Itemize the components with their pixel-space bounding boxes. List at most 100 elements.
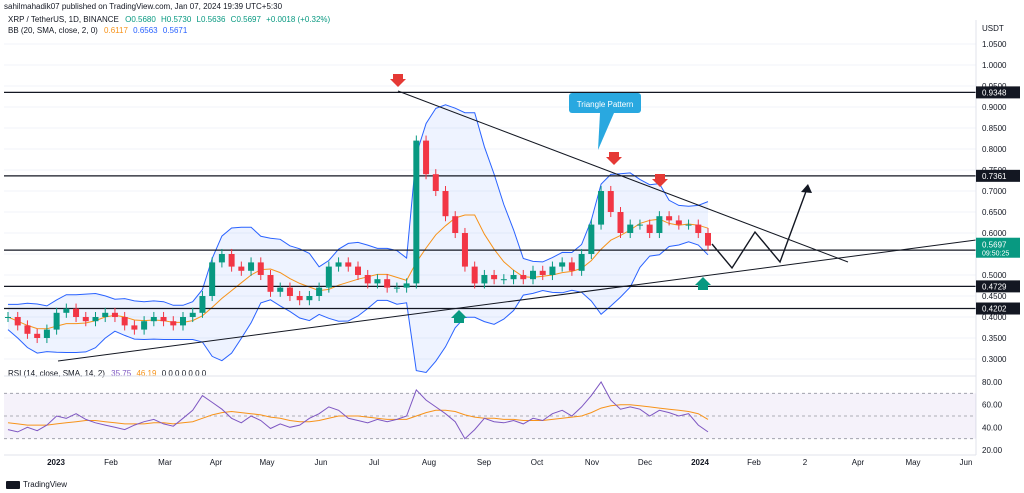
candle-body: [617, 212, 624, 233]
candle-body: [666, 216, 673, 221]
current-price-tag: [976, 237, 1020, 258]
level-price-label: 0.9348: [982, 88, 1007, 97]
candle-body: [461, 233, 468, 267]
candle-body: [277, 287, 284, 292]
level-price-tag: [976, 302, 1020, 315]
callout-label: Triangle Pattern: [577, 100, 634, 109]
close-value: C0.5697: [230, 15, 261, 24]
candle-body: [141, 321, 148, 330]
rsi-tick-label: 60.00: [982, 401, 1003, 410]
candle-body: [656, 216, 663, 233]
candle-body: [5, 317, 11, 318]
level-price-label: 0.7361: [982, 172, 1007, 181]
candle-body: [131, 325, 138, 330]
open-value: O0.5680: [125, 15, 156, 24]
up-arrow-icon: [695, 277, 711, 290]
candle-body: [286, 287, 293, 296]
time-tick-label: Nov: [585, 458, 599, 467]
price-tick-label: 0.6000: [982, 229, 1007, 238]
rsi-value: 35.75: [111, 369, 132, 378]
time-tick-label: Feb: [747, 458, 761, 467]
price-tick-label: 0.4000: [982, 313, 1007, 322]
time-tick-label: Apr: [210, 458, 223, 467]
up-arrow-icon: [451, 310, 467, 323]
candle-body: [568, 262, 575, 271]
candle-body: [539, 270, 546, 275]
candle-body: [180, 317, 186, 326]
price-tick-label: 0.3500: [982, 334, 1007, 343]
level-price-tag: [976, 86, 1020, 99]
candle-body: [627, 224, 634, 233]
symbol-name[interactable]: XRP / TetherUS, 1D, BINANCE: [8, 15, 119, 24]
time-tick-label: Feb: [104, 458, 118, 467]
time-tick-label: Dec: [638, 458, 652, 467]
candle-body: [82, 317, 89, 322]
candle-body: [588, 224, 595, 254]
price-tick-label: 1.0500: [982, 40, 1007, 49]
candle-body: [170, 321, 177, 326]
publish-header: sahilmahadik07 published on TradingView.…: [4, 2, 283, 11]
time-tick-label: 2: [803, 458, 808, 467]
candle-body: [685, 224, 692, 226]
time-tick-label: Mar: [158, 458, 172, 467]
candle-body: [530, 270, 536, 280]
down-arrow-icon: [606, 152, 622, 165]
brand-label: TradingView: [23, 480, 68, 489]
candle-body: [63, 308, 70, 313]
candle-body: [393, 287, 400, 289]
candle-body: [374, 279, 381, 284]
candle-body: [14, 317, 21, 326]
candle-body: [413, 140, 420, 284]
candle-body: [481, 275, 488, 284]
triangle-pattern-callout[interactable]: Triangle Pattern: [569, 93, 641, 150]
price-tick-label: 0.4500: [982, 292, 1007, 301]
countdown-label: 09:50:25: [982, 251, 1009, 258]
projected-path[interactable]: [711, 185, 809, 270]
rsi-label[interactable]: RSI (14, close, SMA, 14, 2): [8, 369, 105, 378]
candle-body: [296, 296, 303, 301]
time-tick-label: Jul: [369, 458, 379, 467]
candle-body: [73, 308, 80, 317]
candle-body: [267, 275, 274, 292]
bb-legend: BB (20, SMA, close, 2, 0) 0.6117 0.6563 …: [8, 26, 190, 35]
candle-body: [325, 266, 332, 288]
currency-label: USDT: [982, 24, 1004, 33]
candle-body: [189, 312, 196, 317]
price-tick-label: 1.0000: [982, 61, 1007, 70]
candle-body: [53, 312, 60, 330]
candle-body: [423, 140, 430, 175]
bb-label[interactable]: BB (20, SMA, close, 2, 0): [8, 26, 98, 35]
rsi-ma-value: 46.19: [136, 369, 157, 378]
triangle-upper-trendline[interactable]: [397, 90, 849, 263]
candle-body: [705, 233, 711, 246]
candle-body: [442, 191, 449, 217]
time-tick-label: May: [259, 458, 274, 467]
candle-body: [92, 317, 99, 322]
current-price-label: 0.5697: [982, 241, 1007, 250]
price-tick-label: 0.9000: [982, 103, 1007, 112]
time-tick-label: May: [905, 458, 920, 467]
triangle-lower-trendline[interactable]: [57, 239, 977, 362]
candle-body: [520, 275, 527, 280]
candle-body: [452, 216, 459, 233]
level-price-tag: [976, 280, 1020, 293]
candle-body: [111, 312, 118, 317]
bb-basis-value: 0.6117: [104, 26, 128, 35]
time-tick-label: Jun: [960, 458, 973, 467]
candle-body: [403, 283, 410, 288]
time-tick-label: Apr: [852, 458, 865, 467]
rsi-tick-label: 80.00: [982, 378, 1003, 387]
candle-body: [43, 329, 50, 338]
rsi-tick-label: 20.00: [982, 446, 1003, 455]
time-tick-label: Aug: [422, 458, 436, 467]
candle-body: [384, 279, 391, 288]
bb-lower-value: 0.5671: [162, 26, 188, 35]
candle-body: [209, 262, 216, 296]
candle-body: [102, 312, 109, 317]
rsi-legend: RSI (14, close, SMA, 14, 2) 35.75 46.19 …: [8, 369, 210, 378]
price-tick-label: 0.7000: [982, 187, 1007, 196]
candle-body: [636, 224, 643, 226]
tradingview-logo-icon: [6, 480, 20, 489]
candle-body: [34, 333, 41, 338]
